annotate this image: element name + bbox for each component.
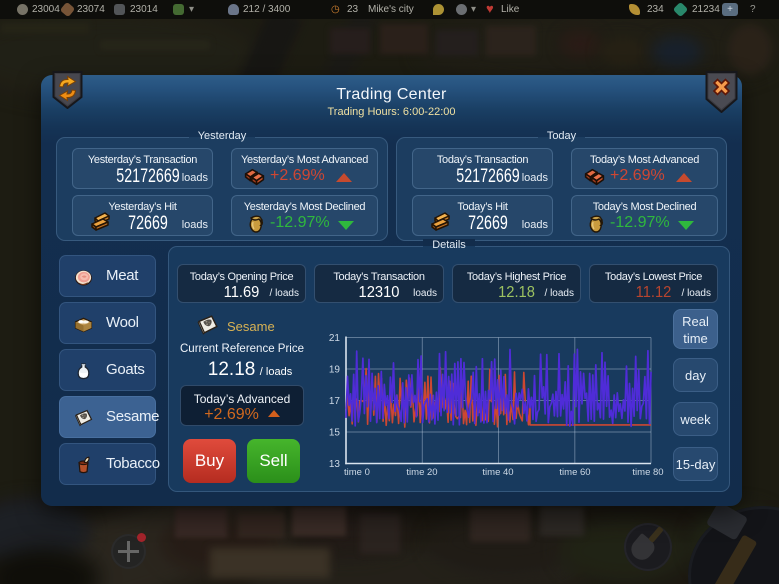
svg-text:21: 21: [329, 333, 341, 344]
svg-text:time 20: time 20: [406, 467, 437, 478]
svg-text:time 0: time 0: [344, 467, 370, 478]
svg-text:13: 13: [329, 459, 341, 470]
svg-text:15: 15: [329, 428, 341, 439]
svg-text:time 80: time 80: [632, 467, 663, 478]
svg-text:19: 19: [329, 365, 341, 376]
svg-text:17: 17: [329, 396, 341, 407]
svg-text:time 40: time 40: [482, 467, 513, 478]
svg-text:time 60: time 60: [559, 467, 590, 478]
